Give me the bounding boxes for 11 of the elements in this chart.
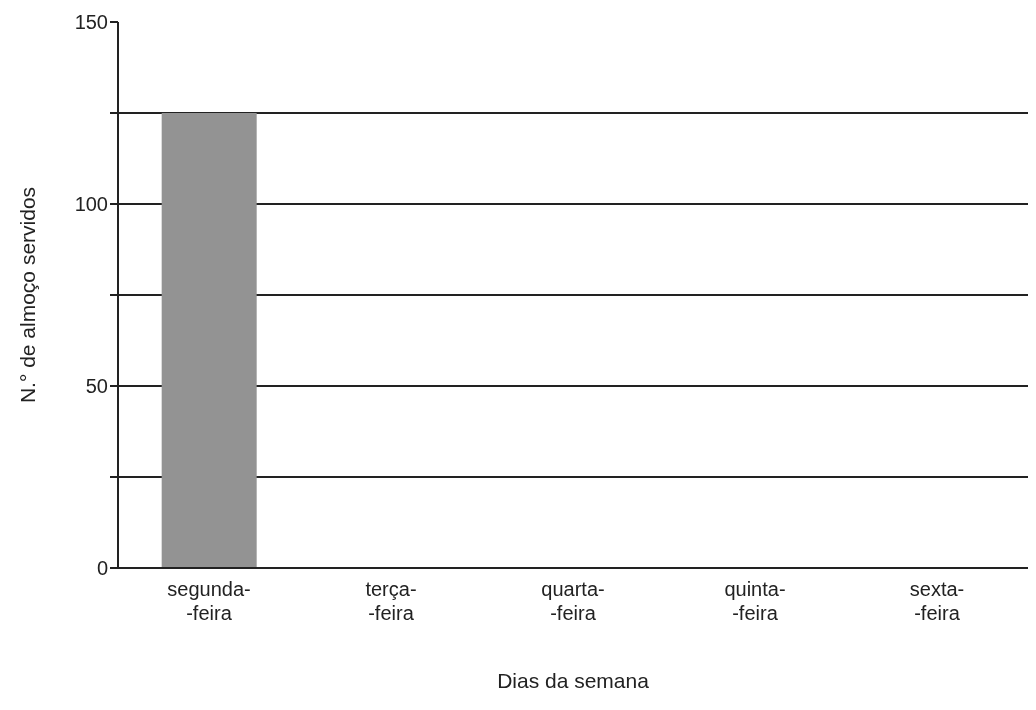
x-tick-label: terça- -feira — [365, 578, 417, 624]
x-tick-label: quinta- -feira — [724, 578, 786, 624]
y-axis-title: N.° de almoço servidos — [16, 186, 40, 404]
x-tick-label: sexta- -feira — [909, 578, 965, 624]
x-axis-title: Dias da semana — [497, 669, 650, 692]
y-tick-label: 0 — [96, 557, 108, 580]
x-tick-label: quarta- -feira — [541, 578, 605, 624]
y-tick-label: 50 — [85, 375, 108, 398]
y-tick-label: 100 — [74, 193, 108, 216]
y-tick-label: 150 — [74, 11, 108, 34]
x-tick-label: segunda- -feira — [167, 578, 251, 624]
